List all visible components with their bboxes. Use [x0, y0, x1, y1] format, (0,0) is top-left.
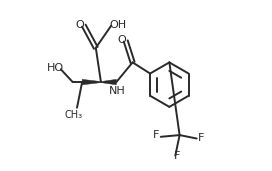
Text: F: F: [174, 152, 180, 161]
Polygon shape: [82, 79, 101, 85]
Text: NH: NH: [109, 87, 126, 96]
Text: O: O: [117, 35, 126, 45]
Text: F: F: [153, 130, 159, 140]
Text: CH₃: CH₃: [64, 110, 83, 120]
Text: F: F: [198, 133, 204, 143]
Text: OH: OH: [110, 20, 126, 30]
Text: O: O: [75, 20, 84, 30]
Polygon shape: [101, 79, 116, 85]
Text: HO: HO: [47, 63, 64, 73]
